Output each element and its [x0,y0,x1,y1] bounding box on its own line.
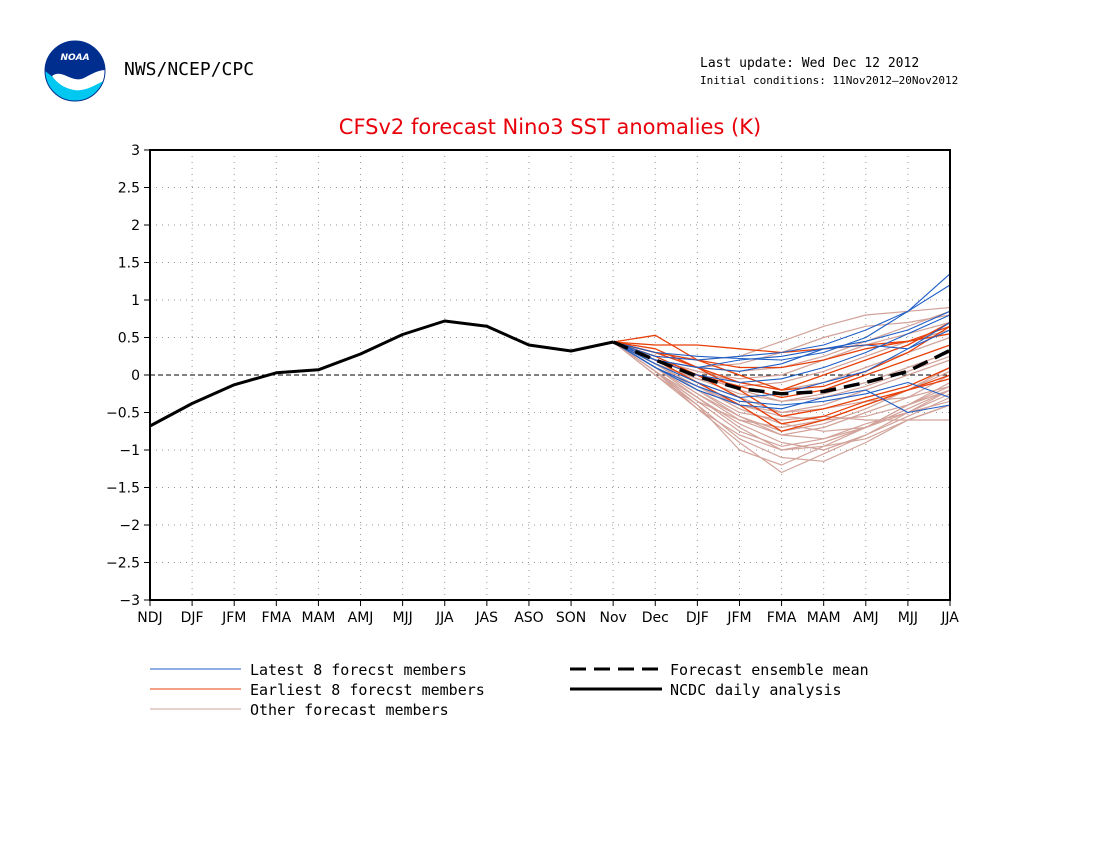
latest-member-line [612,329,951,369]
legend: Latest 8 forecst members Earliest 8 fore… [150,661,869,719]
y-axis-ticks: 3 2.5 2 1.5 1 0.5 0 −0.5 −1 −1.5 −2 −2.5 −3 [106,143,150,609]
y-tick-label: −1 [119,443,140,459]
legend-earliest-label: Earliest 8 forecst members [250,681,485,699]
x-tick-label: AMJ [853,610,879,626]
last-update-label: Last update: Wed Dec 12 2012 [700,56,920,71]
latest-member-line [612,341,951,406]
x-tick-label: DJF [686,610,709,626]
legend-analysis-label: NCDC daily analysis [670,681,842,699]
y-tick-label: −2.5 [106,556,140,572]
x-tick-label: AMJ [348,610,374,626]
analysis-line [149,319,614,428]
x-tick-label: MJJ [898,610,918,626]
other-member-line [612,341,951,466]
x-tick-label: MAM [302,610,336,626]
forecast-members [612,273,951,474]
x-tick-label: Nov [599,610,626,626]
x-axis-ticks: NDJ DJF JFM FMA MAM AMJ MJJ JJA JAS ASO SON Nov Dec D… [137,600,959,626]
legend-latest-label: Latest 8 forecst members [250,661,467,679]
y-tick-label: 2.5 [118,181,140,197]
other-member-line [612,341,951,451]
y-tick-label: −3 [119,593,140,609]
latest-member-line [613,284,951,361]
y-tick-label: 1 [131,293,140,309]
legend-other-label: Other forecast members [250,701,449,719]
svg-text:NOAA: NOAA [60,53,89,63]
other-member-line [612,341,951,440]
other-member-line [612,341,951,462]
ensemble-mean-line [612,340,951,396]
initial-conditions-label: Initial conditions: 11Nov2012–20Nov2012 [700,74,959,87]
y-tick-label: 1.5 [118,256,140,272]
noaa-logo: NOAA [44,40,106,102]
latest-member-line [612,341,951,414]
earliest-member-line [612,341,951,432]
x-tick-label: FMA [767,610,797,626]
x-tick-label: JJA [435,610,454,626]
y-tick-label: 3 [131,143,140,159]
chart-title: CFSv2 forecast Nino3 SST anomalies (K) [339,115,761,139]
x-tick-label: JAS [475,610,498,626]
x-tick-label: MJJ [392,610,412,626]
other-member-line [612,329,951,387]
latest-member-line [613,273,951,361]
legend-mean-label: Forecast ensemble mean [670,661,869,679]
main-series [149,319,951,428]
x-tick-label: ASO [514,610,543,626]
y-tick-label: −0.5 [106,406,140,422]
x-tick-label: MAM [807,610,841,626]
plot-frame [149,149,951,601]
x-tick-label: JJA [940,610,959,626]
org-label: NWS/NCEP/CPC [124,59,255,80]
x-tick-label: NDJ [137,610,162,626]
x-tick-label: DJF [181,610,204,626]
y-tick-label: −1.5 [106,481,140,497]
x-tick-label: Dec [642,610,669,626]
y-tick-label: −2 [119,518,140,534]
y-tick-label: 0 [131,368,140,384]
x-tick-label: JFM [726,610,751,626]
earliest-member-line [613,333,951,369]
x-tick-label: SON [556,610,586,626]
x-tick-label: JFM [221,610,246,626]
y-tick-label: 2 [131,218,140,234]
x-tick-label: FMA [261,610,291,626]
y-tick-label: 0.5 [118,331,140,347]
other-member-line [612,341,951,451]
